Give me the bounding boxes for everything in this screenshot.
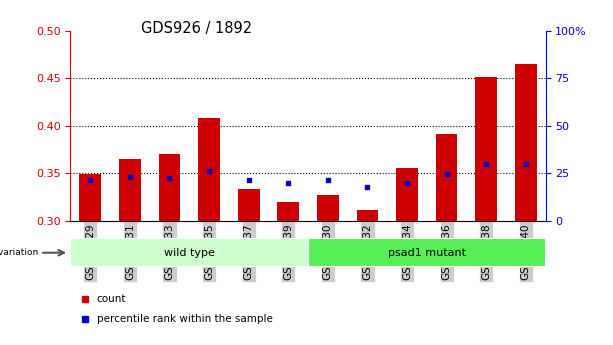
Bar: [277, 202, 299, 221]
Bar: [198, 118, 220, 221]
Bar: [357, 210, 378, 221]
Bar: [396, 168, 418, 221]
Bar: [159, 155, 180, 221]
Text: genotype/variation: genotype/variation: [0, 248, 39, 257]
Text: count: count: [97, 294, 126, 304]
Bar: [119, 159, 141, 221]
Bar: [515, 64, 536, 221]
Bar: [475, 77, 497, 221]
FancyBboxPatch shape: [308, 238, 546, 267]
Text: wild type: wild type: [164, 248, 215, 258]
Text: GDS926 / 1892: GDS926 / 1892: [140, 21, 252, 36]
Bar: [80, 174, 101, 221]
Bar: [317, 195, 339, 221]
Bar: [436, 134, 457, 221]
Bar: [238, 189, 259, 221]
Text: percentile rank within the sample: percentile rank within the sample: [97, 314, 273, 324]
Text: psad1 mutant: psad1 mutant: [388, 248, 466, 258]
FancyBboxPatch shape: [70, 238, 308, 267]
